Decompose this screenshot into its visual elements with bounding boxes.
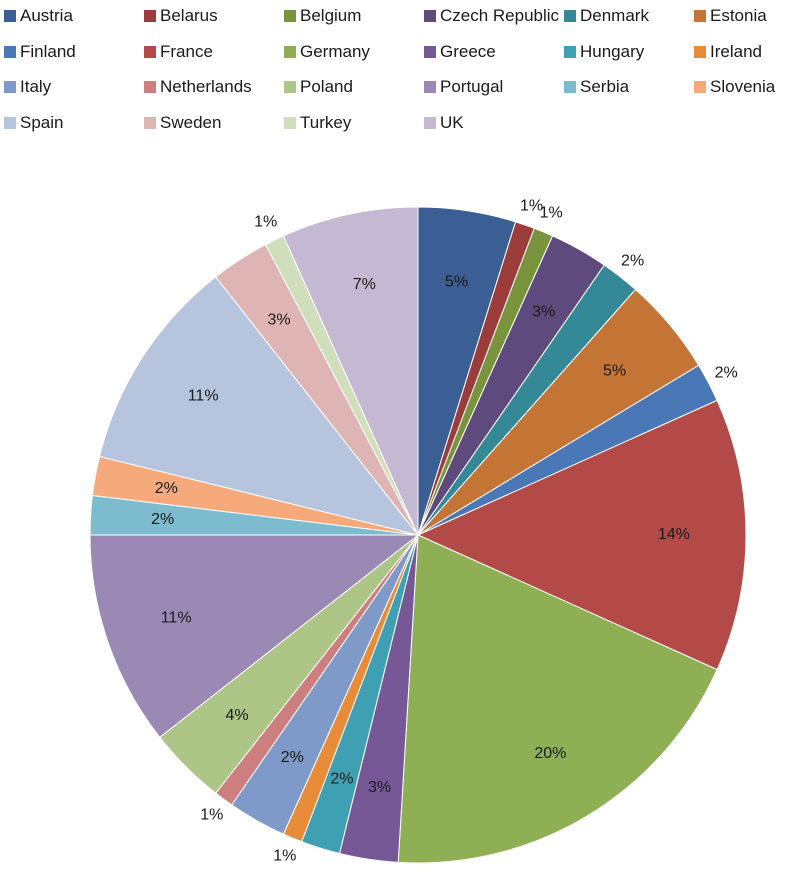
legend-label: Spain (20, 112, 64, 132)
slice-data-label: 1% (200, 807, 223, 824)
slice-data-label: 5% (603, 362, 626, 379)
legend-swatch (424, 45, 436, 58)
legend-swatch (424, 81, 436, 93)
legend-label: Germany (300, 41, 370, 61)
legend-item: Belgium (284, 4, 361, 28)
legend-item: Poland (284, 75, 353, 99)
slice-data-label: 1% (540, 205, 563, 222)
legend-label: Austria (20, 6, 73, 25)
legend-label: Netherlands (160, 77, 252, 96)
legend-item: Estonia (694, 4, 767, 28)
legend-label: Italy (20, 77, 52, 96)
slice-data-label: 11% (188, 387, 219, 404)
legend-swatch (144, 81, 156, 93)
legend-label: Czech Republic (440, 6, 560, 25)
legend-swatch (4, 10, 16, 22)
legend-label: Serbia (580, 77, 630, 96)
legend-swatch (4, 45, 16, 58)
legend-swatch (4, 81, 16, 93)
legend-item: Netherlands (144, 75, 252, 99)
slice-data-label: 7% (353, 276, 376, 293)
legend-item: Portugal (424, 75, 503, 99)
legend-item: Turkey (284, 111, 351, 135)
slice-data-label: 2% (621, 252, 644, 269)
legend-swatch (564, 81, 576, 93)
legend-item: Denmark (564, 4, 649, 28)
pie-slice-labels: 5%1%1%3%2%5% 2%14%20%3%2%1%2%1%4%11%2%2%1… (151, 197, 738, 864)
legend-label: Denmark (580, 6, 649, 25)
legend-item: Slovenia (694, 75, 775, 99)
slice-data-label: 2% (281, 749, 304, 766)
pie-slice (416, 399, 747, 671)
legend-label: Poland (300, 77, 353, 96)
legend-swatch (694, 81, 706, 93)
slice-data-label: 3% (268, 311, 291, 328)
slice-data-label: 4% (226, 707, 249, 724)
legend-item: Hungary (564, 40, 644, 64)
slice-data-label: 14% (658, 526, 690, 543)
legend-item: Sweden (144, 111, 221, 135)
legend-item: Czech Republic (424, 4, 559, 28)
legend-item: Greece (424, 40, 496, 64)
legend-swatch (694, 10, 706, 22)
slice-data-label: 5% (445, 273, 468, 290)
legend-swatch (144, 116, 156, 129)
legend-label: Turkey (300, 112, 352, 132)
legend-item: Italy (4, 75, 51, 99)
legend-item: Spain (4, 111, 63, 135)
legend-label: Greece (440, 41, 496, 61)
legend-swatch (424, 116, 436, 129)
pie-slice (397, 534, 718, 864)
chart-legend: Austria Belarus Belgium Czech Republic Denma… (4, 4, 791, 134)
legend-swatch (284, 81, 296, 93)
slice-data-label: 2% (151, 511, 174, 528)
legend-swatch (4, 116, 16, 129)
legend-item: Austria (4, 4, 73, 28)
legend-label: Sweden (160, 112, 222, 132)
pie-slice (89, 534, 420, 738)
legend-label: Belgium (300, 6, 362, 25)
legend-item: Finland (4, 40, 76, 64)
slice-data-label: 2% (155, 480, 178, 497)
legend-swatch (144, 10, 156, 22)
legend-label: Portugal (440, 77, 504, 96)
legend-swatch (144, 45, 156, 58)
legend-label: UK (440, 112, 464, 132)
legend-label: Estonia (710, 6, 767, 25)
slice-data-label: 3% (368, 779, 391, 796)
legend-swatch (694, 45, 706, 58)
legend-swatch (564, 10, 576, 22)
legend-swatch (284, 116, 296, 129)
legend-item: Belarus (144, 4, 218, 28)
slice-data-label: 11% (161, 610, 192, 627)
slice-data-label: 2% (330, 770, 353, 787)
legend-item: UK (424, 111, 464, 135)
pie-slices (89, 206, 747, 864)
legend-label: Ireland (710, 41, 762, 61)
legend-label: Finland (20, 41, 76, 61)
slice-data-label: 2% (715, 364, 738, 381)
legend-label: Hungary (580, 41, 645, 61)
legend-item: France (144, 40, 213, 64)
legend-label: Slovenia (710, 77, 776, 96)
slice-data-label: 1% (273, 848, 296, 865)
legend-swatch (284, 45, 296, 58)
slice-data-label: 1% (254, 213, 277, 230)
legend-item: Germany (284, 40, 370, 64)
pie-slice (98, 276, 420, 536)
legend-swatch (424, 10, 436, 22)
legend-swatch (564, 45, 576, 58)
legend-label: France (160, 41, 213, 61)
slice-data-label: 3% (532, 303, 555, 320)
legend-item: Serbia (564, 75, 629, 99)
legend-label: Belarus (160, 6, 218, 25)
pie-slice (282, 206, 419, 536)
legend-item: Ireland (694, 40, 762, 64)
slice-data-label: 20% (534, 745, 566, 762)
legend-swatch (284, 10, 296, 22)
slice-data-label: 1% (520, 197, 543, 214)
